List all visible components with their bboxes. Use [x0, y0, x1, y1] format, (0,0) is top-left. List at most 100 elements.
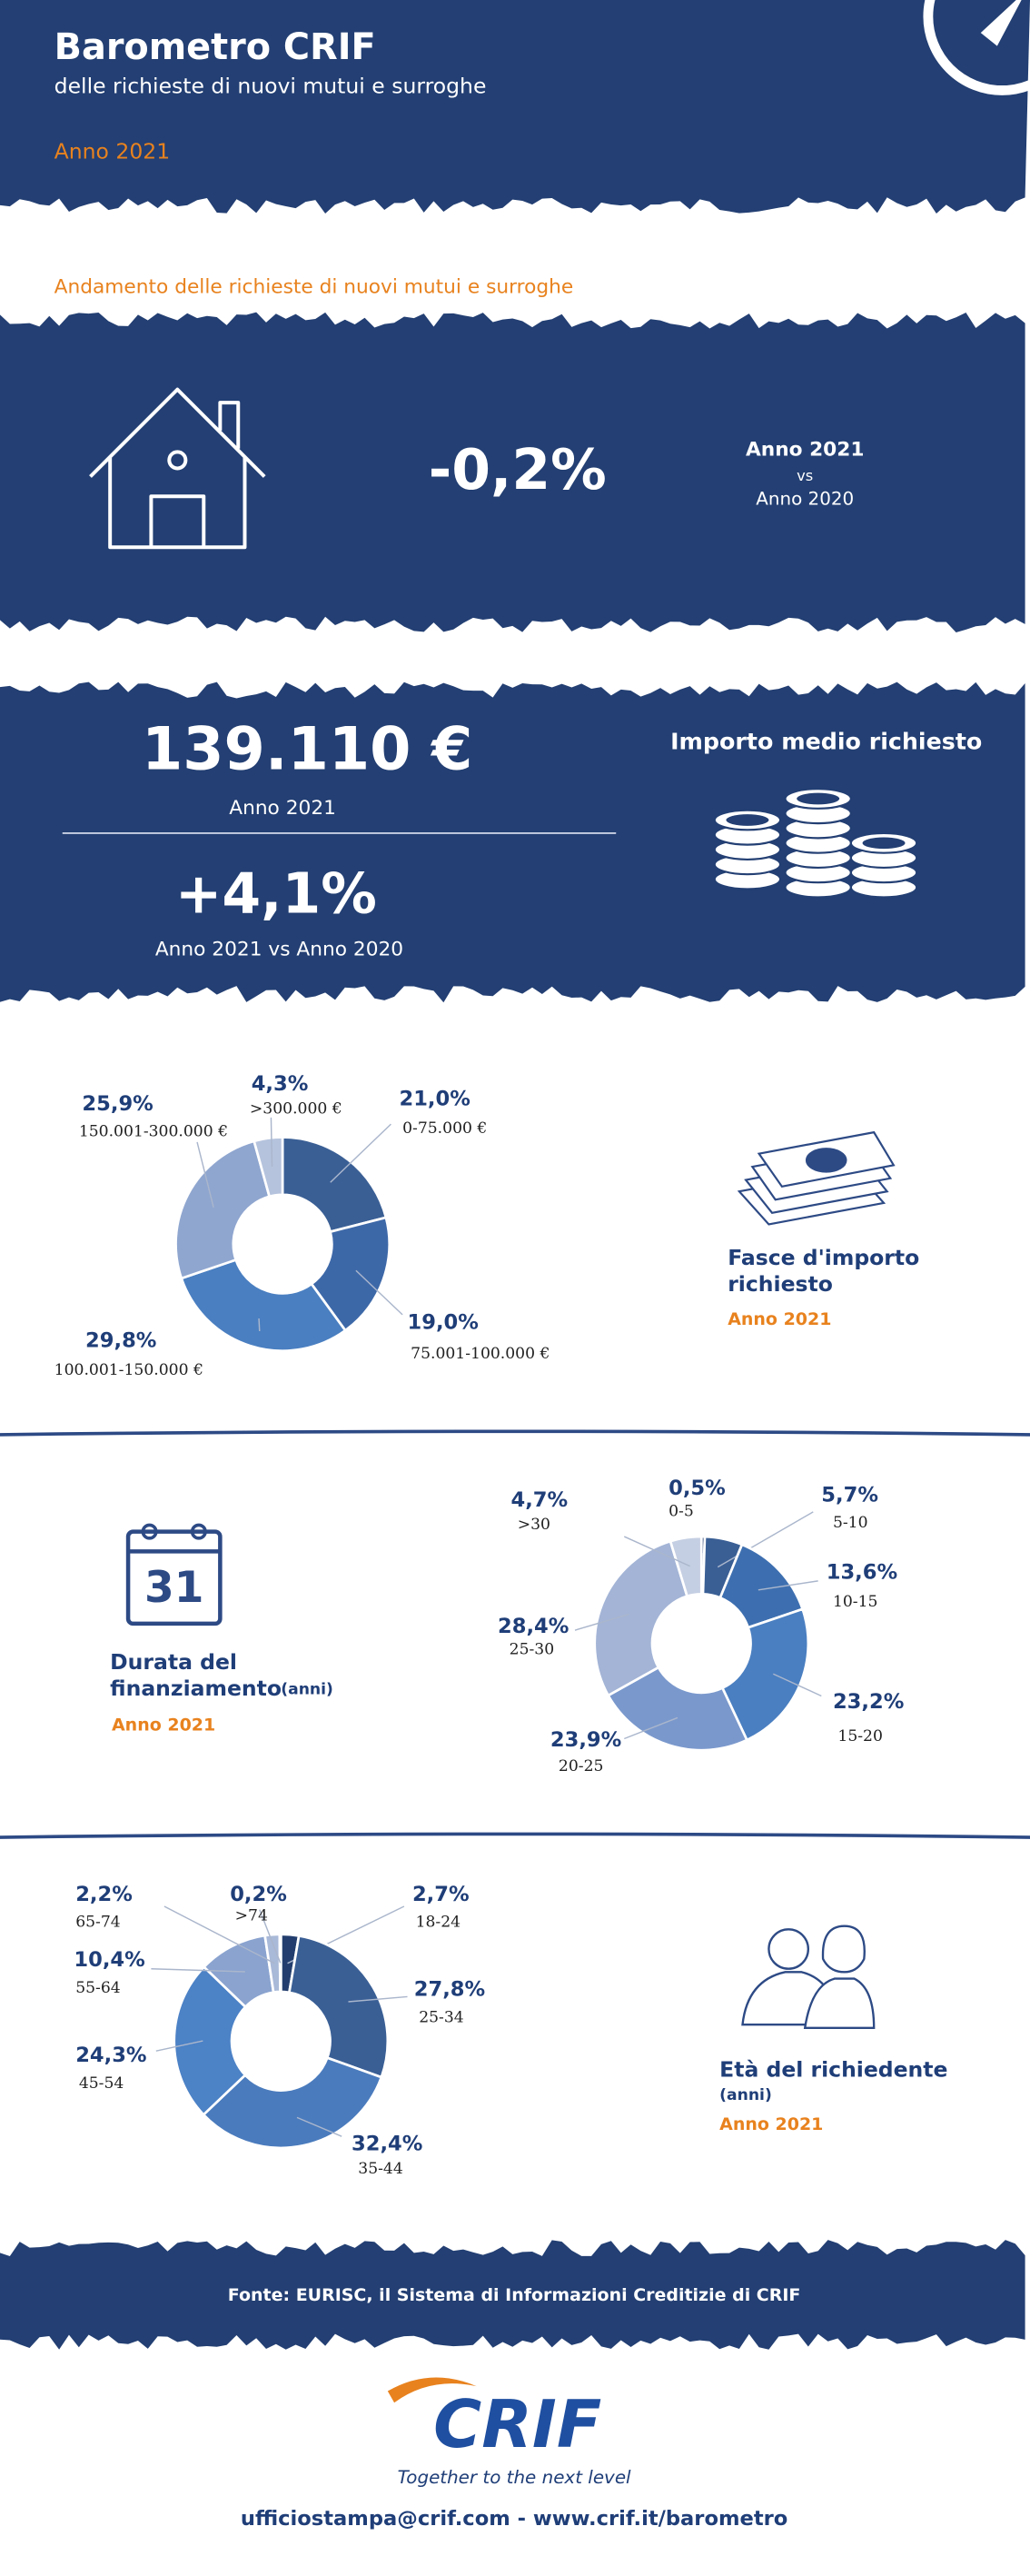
value-label: 2,7%	[412, 1883, 470, 1906]
category-label: 0-5	[669, 1502, 694, 1520]
value-label: 25,9%	[82, 1092, 153, 1116]
people-icon	[741, 1925, 876, 2030]
leader-line	[348, 1995, 408, 2003]
chart-title: finanziamento	[110, 1676, 282, 1701]
leader-line	[163, 1905, 275, 1964]
chart-unit: (anni)	[281, 1680, 333, 1698]
value-label: 5,7%	[821, 1483, 878, 1507]
donut-slice	[174, 1139, 272, 1280]
chart-title: Fasce d'importo	[728, 1245, 919, 1270]
value-label: 27,8%	[414, 1978, 485, 2002]
coin-face	[862, 837, 906, 850]
separator	[0, 1832, 1030, 1839]
logo-swoosh	[387, 2377, 477, 2403]
value-label: 23,9%	[550, 1728, 621, 1752]
amount-value: 139.110 €	[142, 715, 473, 783]
category-label: 18-24	[416, 1914, 461, 1932]
donut-slice	[281, 1136, 388, 1234]
compare-line: vs	[797, 467, 813, 484]
category-label: 150.001-300.000 €	[79, 1123, 228, 1141]
leader-line	[296, 2116, 342, 2137]
donut-slice	[253, 1136, 284, 1198]
house-icon	[89, 387, 266, 550]
coins-icon	[713, 788, 918, 899]
tagline: Together to the next level	[398, 2467, 631, 2488]
leader-line	[624, 1716, 678, 1740]
requests-change: -0,2%	[429, 437, 607, 502]
leader-line	[623, 1536, 690, 1567]
calendar-icon	[125, 1523, 223, 1626]
category-label: 75.001-100.000 €	[411, 1345, 550, 1363]
donut-slice	[593, 1539, 689, 1697]
leader-line	[151, 1967, 245, 1973]
value-label: 24,3%	[75, 2044, 146, 2067]
amount-title: Importo medio richiesto	[670, 727, 982, 754]
separator	[0, 1429, 1030, 1437]
leader-line	[717, 1511, 814, 1568]
background-bands	[0, 0, 1030, 2350]
value-label: 2,2%	[75, 1883, 133, 1906]
compass-icon	[923, 0, 1030, 95]
value-label: 19,0%	[408, 1310, 479, 1334]
leader-line	[155, 2040, 203, 2052]
leader-line	[330, 1123, 391, 1183]
donut-slice	[669, 1535, 703, 1598]
value-label: 4,7%	[510, 1488, 568, 1512]
value-label: 10,4%	[74, 1948, 144, 1972]
donut-slice	[287, 1934, 390, 2079]
value-label: 29,8%	[85, 1328, 156, 1352]
chart-subtitle: Anno 2021	[728, 1309, 831, 1329]
calendar-day: 31	[144, 1563, 203, 1613]
category-label: 25-34	[419, 2008, 464, 2026]
footer-source: Fonte: EURISC, il Sistema di Informazion…	[228, 2285, 801, 2305]
leader-line	[574, 1613, 629, 1631]
coin-face	[797, 792, 840, 805]
value-label: 21,0%	[399, 1087, 470, 1110]
amount-year: Anno 2021	[229, 797, 336, 820]
category-label: 0-75.000 €	[402, 1119, 487, 1138]
header-subtitle: delle richieste di nuovi mutui e surrogh…	[54, 73, 487, 98]
category-label: 35-44	[358, 2160, 403, 2178]
category-label: >300.000 €	[250, 1099, 342, 1118]
logo: CRIF	[433, 2387, 601, 2463]
category-label: 20-25	[559, 1757, 604, 1775]
leader-line	[196, 1141, 214, 1208]
value-label: 28,4%	[498, 1615, 569, 1638]
donut-chart: 21,0% 0-75.000 € 19,0% 75.001-100.000 € 29,8…	[54, 1072, 920, 1379]
leader-line	[258, 1318, 261, 1332]
charts: 21,0% 0-75.000 € 19,0% 75.001-100.000 € 29,8…	[54, 1072, 948, 2178]
header-title: Barometro CRIF	[54, 26, 376, 68]
chart-title: Durata del	[110, 1649, 237, 1675]
leader-line	[270, 1117, 273, 1168]
donut-slice	[606, 1666, 749, 1752]
chart-subtitle: Anno 2021	[719, 2114, 823, 2134]
leader-line	[758, 1580, 818, 1591]
category-label: 65-74	[75, 1914, 121, 1932]
compare-line: Anno 2020	[756, 488, 854, 509]
compass-needle	[980, 0, 1022, 46]
value-label: 4,3%	[252, 1072, 309, 1096]
donut-chart: 2,7% 18-24 27,8% 25-34 32,4% 35-44 24,3% 45-54 1…	[74, 1883, 947, 2178]
amount-change-label: Anno 2021 vs Anno 2020	[155, 938, 403, 960]
donut-chart: 0,5% 0-5 5,7% 5-10 13,6% 10-15 23,2% 15-20 23,9%…	[110, 1477, 904, 1775]
contacts: ufficiostampa@crif.com - www.crif.it/bar…	[241, 2507, 787, 2531]
donut-slice	[720, 1607, 810, 1742]
value-label: 23,2%	[833, 1690, 904, 1714]
category-label: >30	[518, 1516, 550, 1534]
chart-title: Età del richiedente	[719, 2056, 947, 2082]
category-label: 55-64	[75, 1979, 121, 1997]
donut-slice	[173, 1964, 248, 2117]
leader-line	[259, 1909, 282, 1964]
category-label: 15-20	[837, 1727, 883, 1746]
coin-face	[726, 814, 769, 826]
banknotes-icon	[737, 1130, 896, 1226]
category-label: 5-10	[833, 1514, 868, 1532]
value-label: 32,4%	[352, 2133, 422, 2156]
category-label: 25-30	[510, 1640, 555, 1658]
amount-change: +4,1%	[175, 861, 377, 927]
donut-slice	[202, 2055, 383, 2150]
section-heading: Andamento delle richieste di nuovi mutui…	[54, 276, 574, 299]
